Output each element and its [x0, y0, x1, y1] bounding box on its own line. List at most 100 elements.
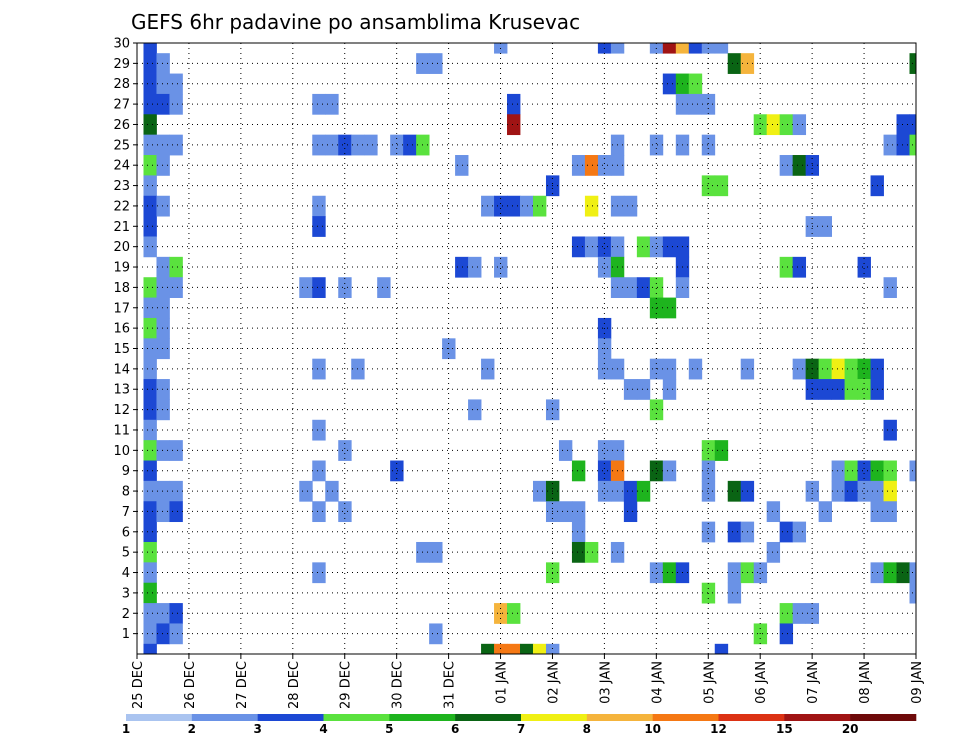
colorbar-swatch: [191, 714, 258, 721]
precip-cell: [753, 114, 768, 136]
precip-cell: [597, 155, 612, 176]
colorbar-swatch: [455, 714, 522, 721]
precip-cell: [584, 236, 599, 258]
precip-cell: [649, 277, 664, 298]
y-tick-label: 11: [113, 423, 130, 438]
precip-cell: [896, 114, 910, 136]
colorbar-label: 4: [319, 722, 327, 736]
precip-cell: [883, 460, 897, 482]
y-tick-label: 4: [122, 566, 130, 581]
colorbar-label: 6: [451, 722, 459, 736]
x-tick-label: 31 DEC: [443, 661, 458, 709]
precip-cell: [299, 480, 313, 502]
y-tick-label: 27: [113, 98, 130, 113]
colorbar-swatch: [718, 714, 785, 721]
precip-cell: [169, 277, 183, 298]
precip-cell: [597, 256, 612, 278]
colorbar-label: 2: [188, 722, 196, 736]
x-tick-label: 06 JAN: [754, 661, 769, 704]
precip-cell: [494, 195, 508, 217]
y-tick-label: 6: [122, 525, 130, 540]
y-tick-label: 21: [113, 220, 130, 235]
precip-cell: [662, 562, 677, 584]
precip-cell: [143, 216, 157, 237]
precip-cell: [169, 603, 183, 624]
precip-cell: [143, 501, 157, 523]
precip-cell: [558, 440, 573, 461]
precip-cell: [156, 73, 170, 95]
precip-cell: [143, 73, 157, 95]
precip-cell: [156, 440, 170, 461]
precip-cell: [662, 236, 677, 258]
colorbar-swatch: [521, 714, 588, 721]
precip-cell: [325, 480, 339, 502]
y-tick-label: 15: [113, 342, 130, 357]
precip-cell: [545, 643, 560, 655]
precip-cell: [662, 73, 677, 95]
precip-cell: [623, 195, 638, 217]
precip-cell: [636, 236, 651, 258]
precip-cell: [169, 73, 183, 95]
precip-cell: [597, 480, 612, 502]
y-tick-label: 14: [113, 362, 130, 377]
precip-cell: [143, 623, 157, 645]
y-tick-label: 18: [113, 281, 130, 296]
precip-cell: [701, 440, 716, 461]
precip-cell: [883, 562, 897, 584]
precip-cell: [156, 256, 170, 278]
colorbar-swatch: [652, 714, 719, 721]
colorbar-swatch: [389, 714, 456, 721]
precip-cell: [857, 379, 871, 400]
precip-cell: [779, 256, 794, 278]
precip-cell: [818, 379, 833, 400]
precip-cell: [779, 155, 794, 176]
precip-cell: [883, 419, 897, 441]
precip-cell: [818, 216, 833, 237]
precip-cell: [857, 480, 871, 502]
precip-cell: [597, 440, 612, 461]
x-tick-label: 07 JAN: [806, 661, 821, 704]
precip-cell: [701, 521, 716, 543]
precip-cell: [143, 379, 157, 400]
precip-cell: [143, 114, 157, 136]
precip-cell: [156, 277, 170, 298]
precip-cell: [143, 297, 157, 319]
precip-cell: [143, 93, 157, 115]
precip-cell: [377, 277, 391, 298]
precip-cell: [714, 643, 729, 655]
y-tick-label: 1: [122, 627, 130, 642]
precip-cell: [156, 480, 170, 502]
precip-cell: [169, 134, 183, 156]
precip-cell: [623, 501, 638, 523]
y-tick-label: 30: [113, 37, 130, 52]
precip-cell: [571, 521, 586, 543]
precip-cell: [623, 277, 638, 298]
precip-cell: [468, 256, 482, 278]
colorbar-swatch: [126, 714, 193, 721]
precip-cell: [727, 562, 742, 584]
precip-cell: [584, 155, 599, 176]
precip-cell: [844, 460, 858, 482]
precip-cell: [701, 93, 716, 115]
y-tick-label: 19: [113, 261, 130, 276]
y-tick-label: 28: [113, 77, 130, 92]
x-tick-label: 05 JAN: [702, 661, 717, 704]
precip-cell: [532, 480, 547, 502]
precip-cell: [429, 623, 443, 645]
precip-cell: [312, 134, 326, 156]
precip-cell: [857, 256, 871, 278]
y-tick-label: 24: [113, 159, 130, 174]
x-tick-label: 29 DEC: [339, 661, 354, 709]
precip-cell: [312, 562, 326, 584]
precip-cell: [507, 93, 521, 115]
precip-cell: [325, 134, 339, 156]
precip-cell: [143, 358, 157, 380]
precip-cell: [169, 93, 183, 115]
precip-cell: [143, 419, 157, 441]
precip-cell: [507, 114, 521, 136]
precip-cell: [766, 114, 781, 136]
x-tick-label: 01 JAN: [495, 661, 510, 704]
precip-cell: [727, 53, 742, 74]
precip-cell: [792, 358, 807, 380]
